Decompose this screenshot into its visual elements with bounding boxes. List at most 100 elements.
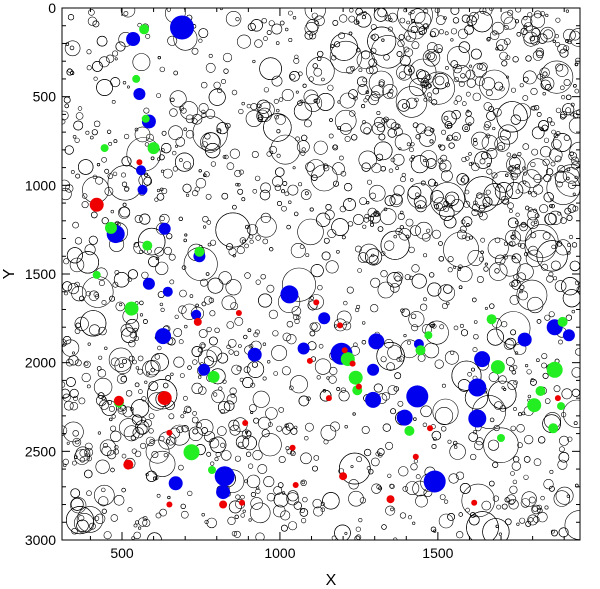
background-circle bbox=[139, 300, 144, 306]
background-circle bbox=[526, 158, 549, 180]
background-circle bbox=[285, 422, 294, 431]
background-circle bbox=[317, 284, 323, 291]
background-circle bbox=[537, 33, 548, 44]
x-tick-label: 1500 bbox=[422, 545, 453, 561]
background-circle bbox=[355, 307, 360, 313]
background-circle bbox=[465, 91, 471, 97]
background-circle bbox=[574, 175, 578, 179]
background-circle bbox=[512, 479, 518, 485]
background-circle bbox=[123, 133, 130, 140]
background-circle bbox=[84, 244, 96, 256]
background-circle bbox=[399, 55, 411, 67]
background-circle bbox=[142, 360, 160, 378]
background-circle bbox=[120, 375, 128, 383]
background-circle bbox=[456, 229, 467, 240]
background-circle bbox=[235, 498, 246, 509]
background-circle bbox=[337, 100, 341, 104]
background-circle bbox=[62, 458, 69, 466]
background-circle bbox=[393, 185, 405, 197]
background-circle bbox=[430, 526, 437, 532]
background-circle bbox=[110, 209, 115, 214]
background-circle bbox=[76, 506, 104, 533]
background-circle bbox=[361, 162, 371, 172]
background-circle bbox=[447, 46, 470, 69]
background-circle bbox=[543, 192, 554, 203]
background-circle bbox=[339, 92, 356, 109]
background-circle bbox=[304, 422, 314, 432]
background-circle bbox=[486, 111, 496, 121]
background-circle bbox=[310, 164, 338, 192]
background-circle bbox=[496, 101, 528, 133]
background-circle bbox=[72, 437, 82, 447]
background-circle bbox=[178, 339, 184, 345]
background-circle bbox=[200, 132, 221, 153]
background-circle bbox=[221, 79, 227, 85]
background-circle bbox=[142, 516, 148, 521]
background-circle bbox=[131, 448, 137, 454]
background-circle bbox=[130, 435, 136, 441]
background-circle bbox=[304, 94, 323, 112]
background-circle bbox=[159, 302, 164, 307]
background-circle bbox=[520, 221, 527, 228]
data-point-blue bbox=[406, 385, 429, 408]
background-circle bbox=[101, 508, 107, 514]
background-circle bbox=[67, 68, 72, 73]
y-tick-label: 2500 bbox=[25, 443, 56, 459]
data-point-green bbox=[124, 301, 139, 316]
background-circle bbox=[286, 334, 297, 345]
background-circle bbox=[368, 70, 394, 96]
background-circle bbox=[572, 192, 576, 196]
background-circle bbox=[564, 510, 580, 540]
background-circle bbox=[201, 141, 208, 148]
background-circle bbox=[218, 401, 231, 414]
background-circle bbox=[147, 379, 178, 410]
background-circle bbox=[104, 168, 110, 174]
background-circle bbox=[332, 144, 339, 151]
background-circle bbox=[460, 73, 466, 79]
background-circle bbox=[438, 159, 452, 173]
background-circle bbox=[254, 39, 263, 48]
background-circle bbox=[79, 449, 88, 457]
background-circle bbox=[93, 377, 113, 397]
background-circle bbox=[85, 291, 91, 297]
background-circle bbox=[410, 19, 415, 23]
background-circle bbox=[420, 405, 432, 418]
background-circle bbox=[441, 383, 446, 388]
background-circle bbox=[453, 100, 458, 105]
background-circle bbox=[255, 486, 260, 490]
background-circle bbox=[74, 281, 80, 288]
background-circle bbox=[481, 77, 496, 91]
background-circle bbox=[510, 172, 519, 181]
background-circle bbox=[486, 148, 498, 160]
background-circle bbox=[468, 514, 480, 526]
background-circle bbox=[165, 439, 171, 444]
background-circle bbox=[184, 233, 188, 237]
background-circle bbox=[365, 95, 370, 100]
background-circle bbox=[348, 490, 364, 507]
background-circle bbox=[141, 396, 147, 402]
background-circle bbox=[370, 85, 384, 99]
background-circle bbox=[524, 364, 529, 368]
background-circle bbox=[168, 413, 175, 420]
background-circle bbox=[170, 97, 175, 103]
background-circle bbox=[276, 153, 281, 158]
background-circle bbox=[464, 176, 501, 213]
background-circle bbox=[199, 342, 206, 349]
background-circle bbox=[386, 362, 395, 371]
background-circle bbox=[155, 261, 169, 275]
background-circle bbox=[112, 50, 119, 57]
background-circle bbox=[285, 27, 289, 32]
background-circle bbox=[331, 218, 349, 236]
background-circle bbox=[494, 254, 506, 266]
data-point-red bbox=[242, 420, 249, 426]
background-circle bbox=[156, 188, 161, 193]
background-circle bbox=[505, 55, 511, 60]
background-circle bbox=[321, 251, 331, 261]
background-circle bbox=[516, 424, 525, 433]
background-circle bbox=[519, 289, 523, 294]
data-point-blue bbox=[137, 184, 148, 195]
background-circle bbox=[489, 417, 495, 423]
background-circle bbox=[464, 189, 470, 195]
background-circle bbox=[297, 218, 324, 246]
background-circle bbox=[262, 238, 269, 245]
